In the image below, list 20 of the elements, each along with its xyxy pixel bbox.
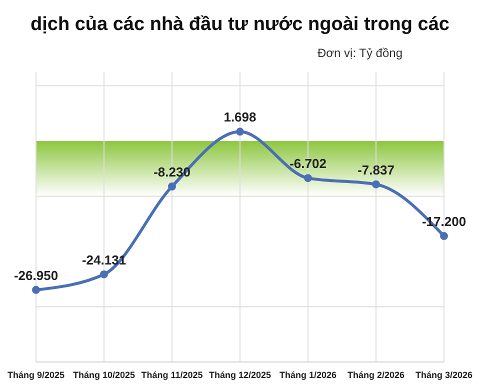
point	[100, 270, 108, 278]
data-label: -6.702	[290, 156, 326, 172]
x-tick-label: Tháng 11/2025	[141, 370, 203, 380]
chart-title: dịch của các nhà đầu tư nước ngoài trong các	[30, 14, 450, 35]
point	[304, 174, 312, 182]
point	[32, 286, 40, 294]
x-tick-label: Tháng 2/2026	[347, 370, 405, 380]
point	[168, 182, 176, 191]
x-tick-label: Tháng 10/2025	[72, 370, 136, 380]
data-label: -7.837	[358, 162, 394, 178]
data-label: 1.698	[224, 110, 256, 125]
point	[236, 128, 244, 136]
chart-subtitle: Đơn vị: Tỷ đồng	[317, 46, 403, 60]
point	[440, 232, 448, 240]
x-tick-label: Tháng 12/2025	[208, 370, 272, 380]
x-tick-label: Tháng 9/2025	[7, 370, 65, 380]
data-label: -26.950	[14, 268, 58, 283]
x-tick-label: Tháng 3/2026	[415, 370, 473, 380]
point	[372, 180, 380, 188]
x-tick-label: Tháng 1/2026	[279, 370, 337, 380]
